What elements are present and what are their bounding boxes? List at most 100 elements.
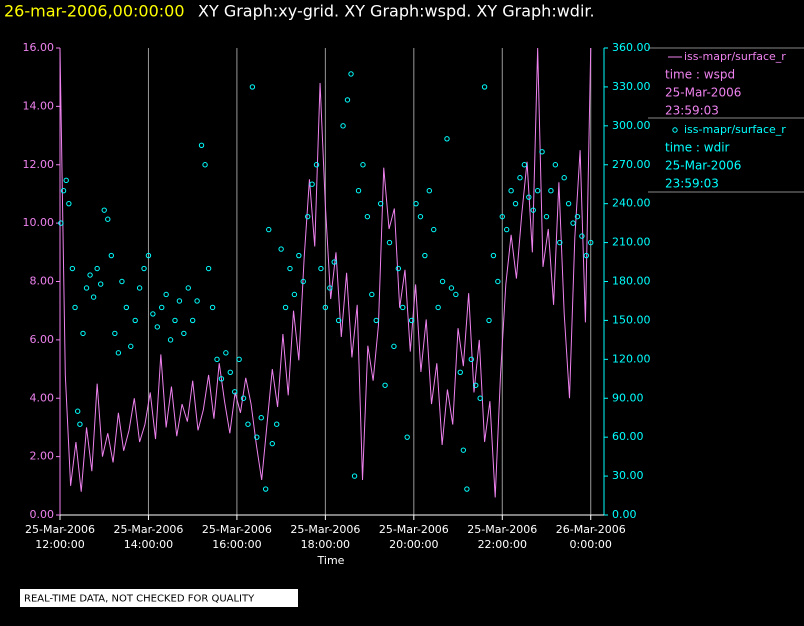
wdir-point <box>105 216 111 222</box>
y-tick-label: 10.00 <box>23 216 55 229</box>
wdir-point <box>145 252 152 259</box>
wdir-point <box>258 415 264 421</box>
wdir-point <box>112 330 118 337</box>
y2-tick-label: 180.00 <box>612 275 651 288</box>
title-time: 26-mar-2006,00:00:00 <box>4 2 185 21</box>
wdir-point <box>291 291 298 298</box>
y2-tick-label: 300.00 <box>612 119 651 132</box>
wdir-point <box>335 317 342 324</box>
wdir-point <box>90 294 97 300</box>
wdir-point <box>503 226 510 233</box>
wdir-point <box>101 207 107 213</box>
wdir-point <box>460 447 467 453</box>
wdir-point <box>453 291 459 298</box>
wdir-point <box>473 382 479 388</box>
wdir-point <box>80 330 86 337</box>
legend-swatch <box>672 127 678 133</box>
wdir-point <box>579 233 585 239</box>
wdir-point <box>198 142 205 148</box>
wdir-point <box>382 382 388 388</box>
wdir-point <box>296 252 302 259</box>
wdir-point <box>119 278 125 285</box>
wdir-point <box>154 324 161 330</box>
wdir-point <box>136 285 143 291</box>
wdir-point <box>300 278 306 285</box>
wdir-point <box>269 440 275 447</box>
x-tick-label: 25-Mar-2006 18:00:00 <box>290 523 360 551</box>
y-tick-label: 16.00 <box>23 41 55 54</box>
y2-tick-label: 90.00 <box>612 391 644 404</box>
wdir-point <box>132 317 138 324</box>
wdir-point <box>287 265 293 272</box>
wdir-point <box>274 421 280 427</box>
footer-box <box>20 589 298 607</box>
wdir-point <box>574 213 581 220</box>
wdir-point <box>413 200 419 207</box>
legend-label: iss-mapr/surface_r <box>684 123 786 136</box>
wdir-point <box>223 350 229 356</box>
wdir-point <box>83 285 90 291</box>
legend-detail: 23:59:03 <box>665 104 719 118</box>
y-tick-label: 2.00 <box>30 450 55 463</box>
wdir-point <box>150 311 156 317</box>
wdir-point <box>404 434 410 440</box>
wdir-point <box>262 486 269 492</box>
wdir-point <box>266 226 272 233</box>
wdir-point <box>583 252 590 259</box>
wdir-point <box>386 239 393 246</box>
wdir-point <box>439 278 446 285</box>
wdir-point <box>431 226 437 233</box>
wdir-point <box>185 285 191 291</box>
wdir-point <box>395 265 402 272</box>
wdir-point <box>313 162 320 168</box>
wspd-line <box>59 47 592 498</box>
wdir-point <box>495 278 501 285</box>
wdir-point <box>351 473 358 479</box>
wdir-point <box>331 259 337 265</box>
wdir-point <box>457 369 463 376</box>
wdir-point <box>355 187 362 194</box>
wdir-point <box>539 149 545 155</box>
x-tick-label: 25-Mar-2006 20:00:00 <box>379 523 449 551</box>
y2-tick-label: 0.00 <box>612 508 637 521</box>
wdir-point <box>63 177 69 184</box>
y-tick-label: 8.00 <box>30 275 55 288</box>
legend-label: iss-mapr/surface_r <box>684 50 786 63</box>
wdir-point <box>87 272 93 278</box>
wdir-point <box>426 187 433 194</box>
wdir-point <box>588 239 594 246</box>
wdir-point <box>159 304 165 311</box>
wdir-point <box>490 252 497 259</box>
wdir-point <box>422 252 428 259</box>
wdir-point <box>570 220 576 226</box>
wdir-point <box>214 356 220 363</box>
wdir-point <box>322 304 329 311</box>
wdir-point <box>209 304 216 311</box>
wdir-point <box>240 395 247 401</box>
x-tick-label: 25-Mar-2006 16:00:00 <box>202 523 272 551</box>
wdir-point <box>557 239 563 246</box>
y2-tick-label: 150.00 <box>612 313 651 326</box>
wdir-point <box>123 304 130 311</box>
wdir-point <box>417 213 424 220</box>
y-tick-label: 12.00 <box>23 158 55 171</box>
wdir-point <box>408 317 415 324</box>
wdir-point <box>344 97 351 103</box>
wdir-point <box>167 337 174 343</box>
wdir-point <box>477 395 483 401</box>
wdir-point <box>481 84 488 90</box>
wdir-point <box>304 213 311 220</box>
y-tick-label: 14.00 <box>23 99 55 112</box>
wdir-point <box>318 265 324 272</box>
wdir-point <box>172 317 178 324</box>
wdir-point <box>108 252 115 259</box>
y2-tick-label: 360.00 <box>612 41 651 54</box>
wdir-point <box>548 187 554 194</box>
wdir-point <box>194 298 200 304</box>
wdir-point <box>205 265 212 272</box>
wdir-point <box>236 356 242 363</box>
x-tick-label: 26-Mar-2006 0:00:00 <box>556 523 626 551</box>
wdir-point <box>526 194 532 200</box>
wdir-point <box>227 369 233 376</box>
